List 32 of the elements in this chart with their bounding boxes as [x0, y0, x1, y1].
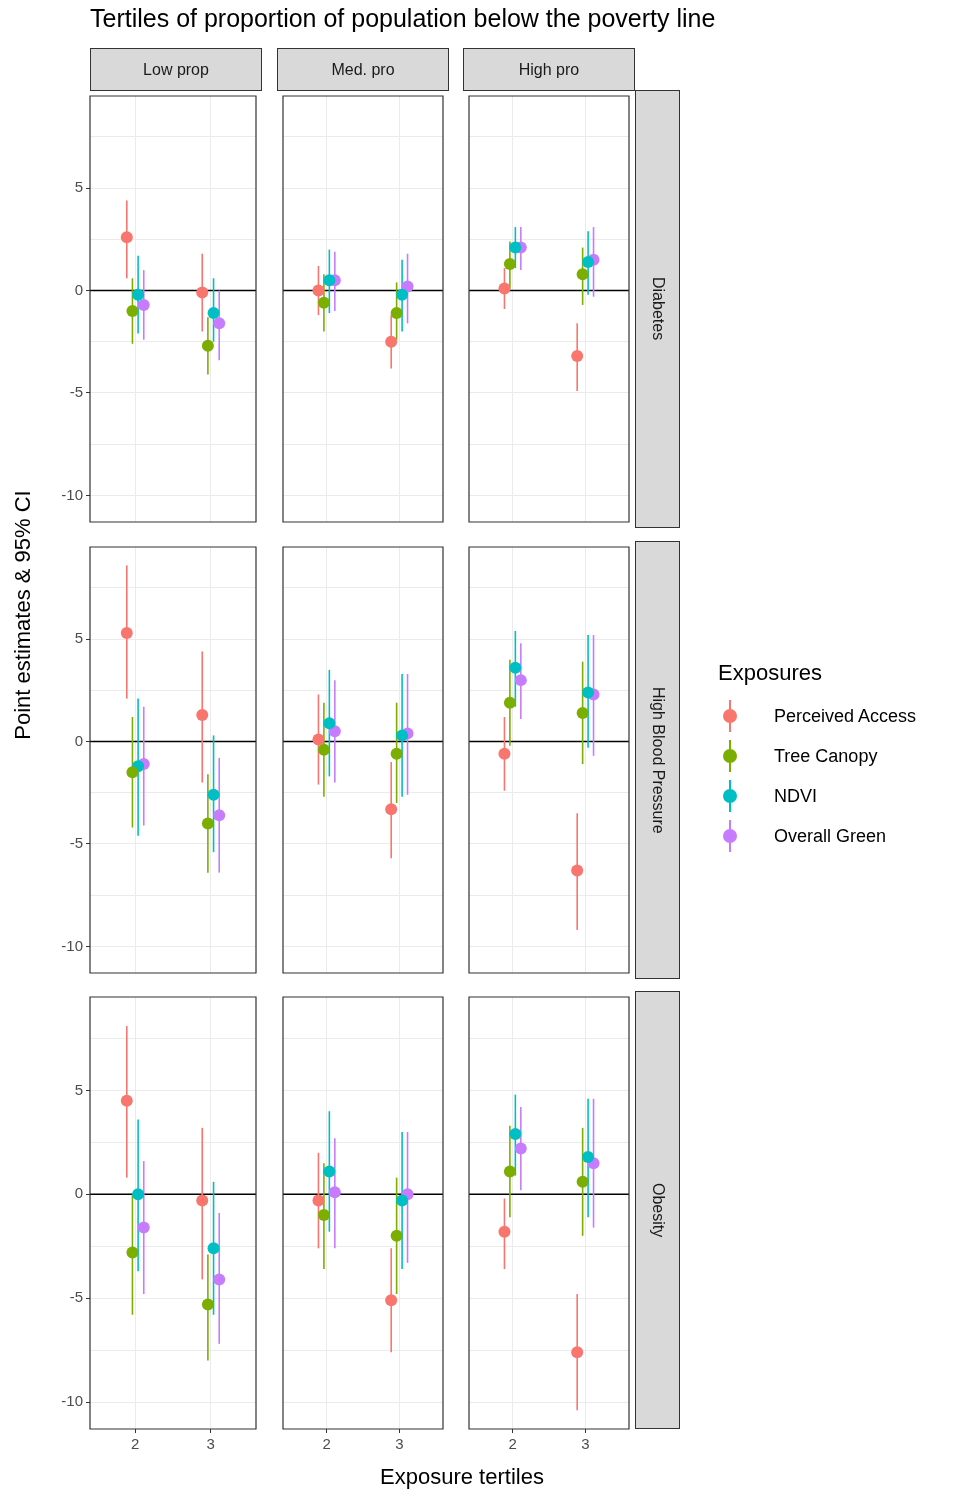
y-tick-label: -5 [69, 1288, 83, 1306]
x-tick-label: 2 [322, 1435, 331, 1453]
y2-axis-title: Diabetes [648, 277, 667, 341]
chart-subtitle: High pro [463, 48, 635, 91]
chart-subtitle: Low prop [90, 48, 262, 91]
x-tick-label: 3 [581, 1435, 590, 1453]
chart-subtitle: Med. pro [277, 48, 449, 91]
y-tick-label: -10 [61, 1392, 83, 1410]
y-tick-label: 5 [74, 629, 83, 647]
y-tick-label: -5 [69, 383, 83, 401]
legend-label: Tree Canopy [774, 745, 878, 767]
x-tick-label: 2 [131, 1435, 140, 1453]
x-tick-label: 3 [206, 1435, 215, 1453]
y-axis-title: Point estimates & 95% CI [10, 490, 36, 740]
text: Tertiles of proportion of population below the poverty line [90, 4, 716, 33]
x-axis-title: Exposure tertiles [380, 1464, 544, 1490]
y2-axis-title: Obesity [648, 1182, 667, 1238]
legend-label: Overall Green [774, 825, 887, 847]
y-tick-label: 0 [74, 731, 83, 749]
y2-axis-title: High Blood Pressure [648, 686, 667, 834]
y-tick-label: 5 [74, 1080, 83, 1098]
legend-label: Perceived Access [774, 705, 917, 727]
y-tick-label: -10 [61, 485, 83, 503]
y-tick-label: -10 [61, 936, 83, 954]
legend-label: NDVI [774, 785, 818, 807]
y-tick-label: -5 [69, 834, 83, 852]
y-tick-label: 5 [74, 178, 83, 196]
x-tick-label: 3 [395, 1435, 404, 1453]
x-tick-label: 2 [508, 1435, 517, 1453]
legend-title: Exposures [718, 660, 823, 686]
y-tick-label: 0 [74, 1184, 83, 1202]
y-tick-label: 0 [74, 280, 83, 298]
